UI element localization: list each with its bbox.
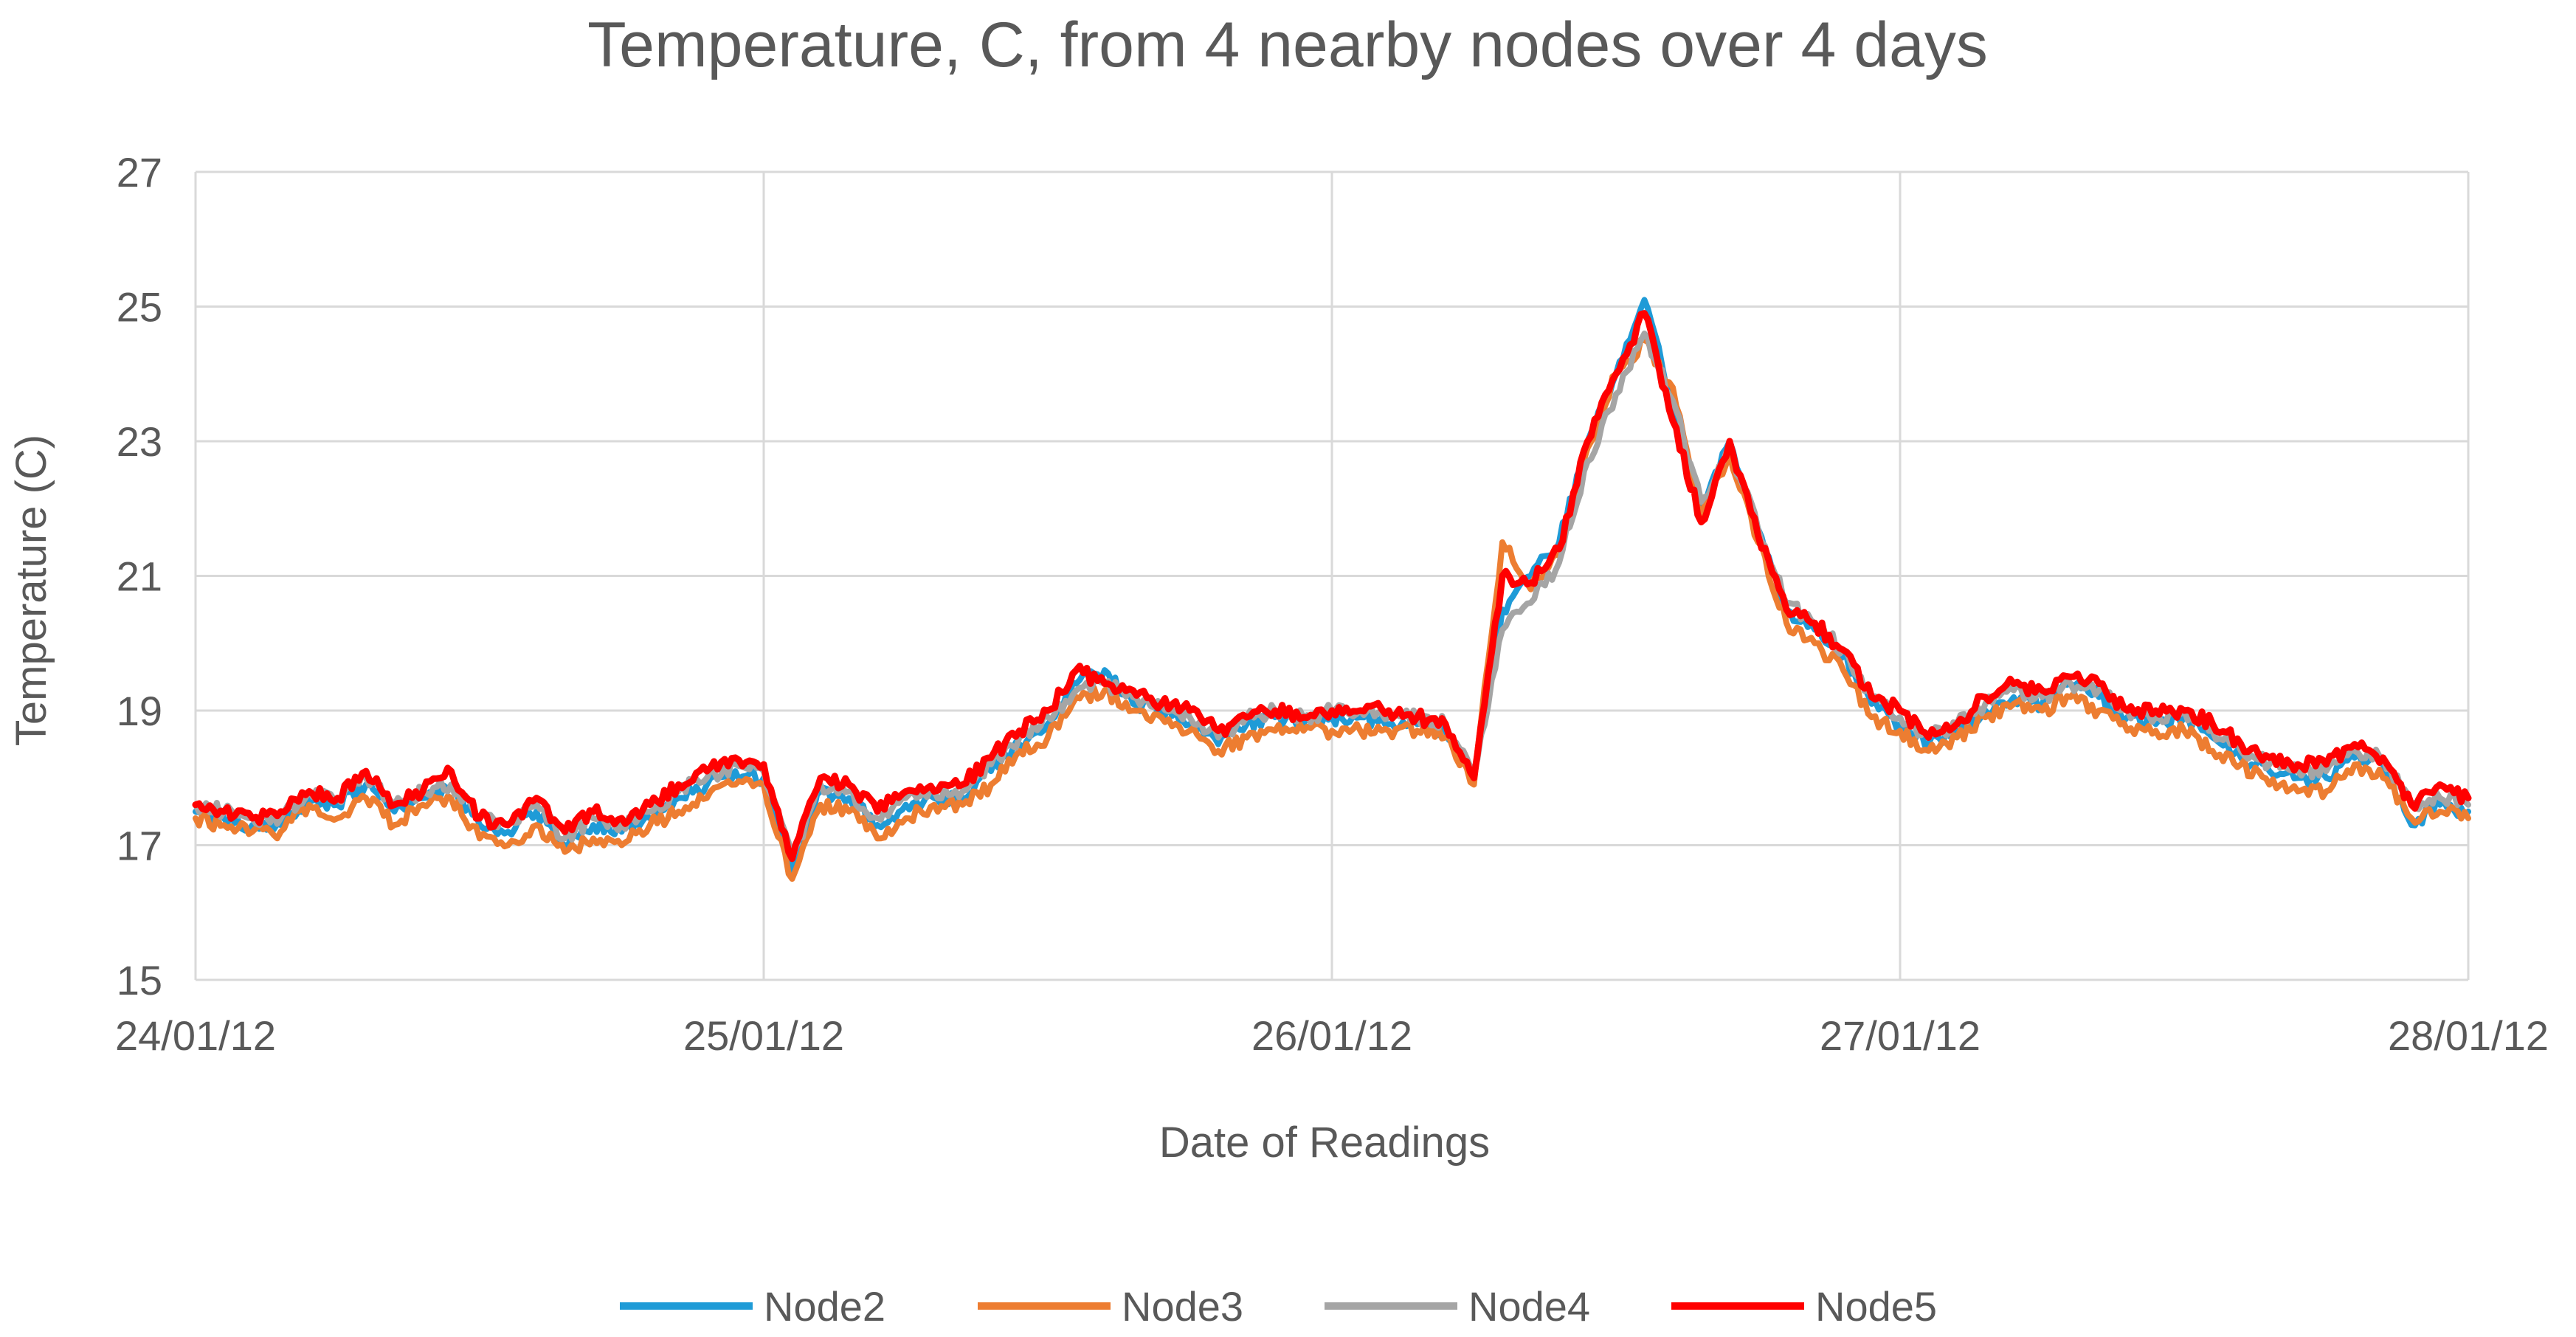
- series-line-node3: [193, 336, 2471, 882]
- x-tick-label: 27/01/12: [1820, 1012, 1981, 1059]
- y-tick-label: 25: [117, 284, 162, 331]
- x-tick-label: 25/01/12: [683, 1012, 844, 1059]
- legend-label: Node2: [764, 1283, 885, 1330]
- y-axis-ticks: 15 17 19 21 23 25 27: [117, 149, 162, 1003]
- y-tick-label: 17: [117, 823, 162, 869]
- y-axis-title: Temperature (C): [7, 435, 55, 746]
- legend-label: Node4: [1468, 1283, 1590, 1330]
- x-axis-title: Date of Readings: [1159, 1119, 1490, 1167]
- x-tick-label: 26/01/12: [1251, 1012, 1412, 1059]
- chart-title: Temperature, C, from 4 nearby nodes over…: [587, 10, 1988, 80]
- x-tick-label: 28/01/12: [2388, 1012, 2549, 1059]
- legend-label: Node5: [1815, 1283, 1937, 1330]
- y-tick-label: 19: [117, 688, 162, 734]
- legend-label: Node3: [1122, 1283, 1243, 1330]
- series-line-node5: [192, 310, 2472, 863]
- legend: Node2 Node3 Node4 Node5: [620, 1283, 1937, 1330]
- series-lines: [192, 297, 2472, 882]
- x-axis-ticks: 24/01/12 25/01/12 26/01/12 27/01/12 28/01/12: [115, 1012, 2549, 1059]
- y-tick-label: 27: [117, 149, 162, 196]
- y-tick-label: 23: [117, 418, 162, 465]
- x-tick-label: 24/01/12: [115, 1012, 276, 1059]
- y-tick-label: 21: [117, 553, 162, 600]
- y-tick-label: 15: [117, 957, 162, 1003]
